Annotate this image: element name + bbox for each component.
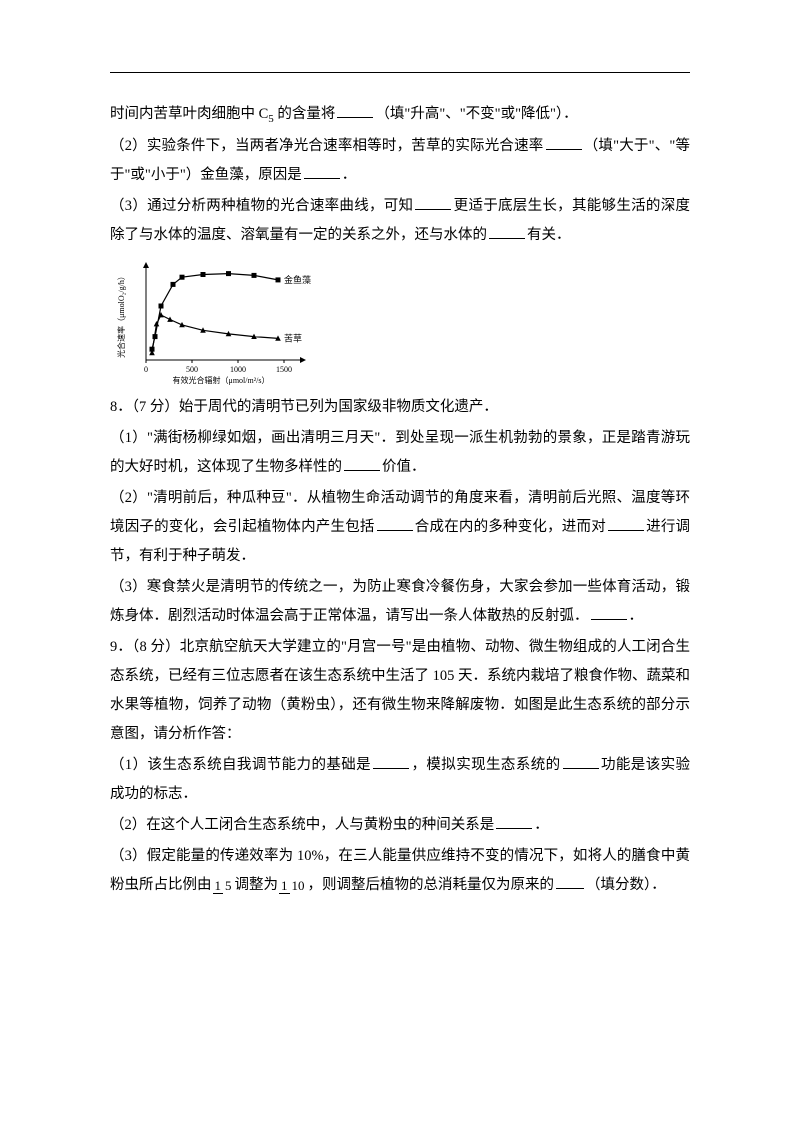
chart-svg: 0 500 1000 1500 有效光合辐射（μmol/m²/s） 光合速率（μmolO₂… <box>110 260 324 387</box>
blank <box>496 815 532 829</box>
svg-text:500: 500 <box>186 365 198 374</box>
q7-sub2-line: （2）实验条件下，当两者净光合速率相等时，苦草的实际光合速率（填"大于"、"等于… <box>110 132 690 190</box>
document-content: 时间内苦草叶肉细胞中 C 5 的含量将 （填"升高"、"不变"或"降低"）． （2）… <box>110 70 690 900</box>
blank <box>608 517 644 531</box>
text: ． <box>629 608 644 624</box>
q7-sub1-line: 时间内苦草叶肉细胞中 C5 的含量将（填"升高"、"不变"或"降低"）． <box>110 100 690 130</box>
blank <box>546 136 582 150</box>
svg-text:有效光合辐射（μmol/m²/s）: 有效光合辐射（μmol/m²/s） <box>173 375 270 385</box>
svg-text:0: 0 <box>144 365 148 374</box>
text: 时间内苦草叶肉细胞中 C <box>110 106 268 122</box>
blank <box>377 517 413 531</box>
text: 8．（7 分）始于周代的清明节已列为国家级非物质文化遗产． <box>110 399 498 415</box>
text: 调整为 <box>235 877 279 893</box>
blank <box>304 165 340 179</box>
svg-text:光合速率（μmolO₂/g/h）: 光合速率（μmolO₂/g/h） <box>116 272 126 358</box>
q9-sub2: （2）在这个人工闭合生态系统中，人与黄粉虫的种间关系是 ． <box>110 811 690 840</box>
q8-sub2: （2）"清明前后，种瓜种豆"．从植物生命活动调节的角度来看，清明前后光照、温度等… <box>110 484 690 571</box>
fraction-num: 1 <box>279 878 290 894</box>
text: 的含量将 <box>274 106 336 122</box>
svg-text:1500: 1500 <box>276 365 292 374</box>
fraction-1: 15 <box>213 879 234 892</box>
blank <box>563 755 599 769</box>
q9-sub3: （3）假定能量的传递效率为 10%，在三人能量供应维持不变的情况下，如将人的膳食… <box>110 842 690 900</box>
text: （填分数）． <box>586 877 666 893</box>
text: 有关． <box>527 227 571 243</box>
svg-text:苦草: 苦草 <box>284 332 302 343</box>
blank <box>489 225 525 239</box>
fraction-num: 1 <box>213 878 224 894</box>
page-top-rule <box>110 72 690 73</box>
blank <box>337 104 373 118</box>
fraction-den: 5 <box>223 878 234 893</box>
text: 价值． <box>382 459 426 475</box>
text: ． <box>534 817 549 833</box>
text: 合成在内的多种变化，进而对 <box>415 519 606 535</box>
fraction-2: 110 <box>279 879 307 892</box>
q8-sub3: （3）寒食禁火是清明节的传统之一，为防止寒食冷餐伤身，大家会参加一些体育活动，锻… <box>110 573 690 631</box>
text: （2）实验条件下，当两者净光合速率相等时，苦草的实际光合速率 <box>110 138 544 154</box>
text: （2）在这个人工闭合生态系统中，人与黄粉虫的种间关系是 <box>110 817 494 833</box>
blank <box>556 875 584 889</box>
q8-head: 8．（7 分）始于周代的清明节已列为国家级非物质文化遗产． <box>110 393 690 422</box>
text: （填"升高"、"不变"或"降低"）． <box>375 106 577 122</box>
svg-text:金鱼藻: 金鱼藻 <box>284 274 311 285</box>
q8-sub1: （1）"满街杨柳绿如烟，画出清明三月天"．到处呈现一派生机勃勃的景象，正是踏青游… <box>110 424 690 482</box>
svg-text:1000: 1000 <box>230 365 246 374</box>
blank <box>344 457 380 471</box>
text: 9．（8 分）北京航空航天大学建立的"月宫一号"是由植物、动物、微生物组成的人工… <box>110 639 690 742</box>
text: ． <box>342 167 357 183</box>
text: （3）通过分析两种植物的光合速率曲线，可知 <box>110 198 413 214</box>
fraction-den: 10 <box>290 878 307 893</box>
text: （1）该生态系统自我调节能力的基础是 <box>110 757 371 773</box>
q9-sub1: （1）该生态系统自我调节能力的基础是，模拟实现生态系统的功能是该实验成功的标志． <box>110 751 690 809</box>
q9-head: 9．（8 分）北京航空航天大学建立的"月宫一号"是由植物、动物、微生物组成的人工… <box>110 633 690 749</box>
blank <box>373 755 409 769</box>
photosynthesis-chart: 0 500 1000 1500 有效光合辐射（μmol/m²/s） 光合速率（μmolO₂… <box>110 260 690 387</box>
blank <box>415 196 451 210</box>
q7-sub3-line: （3）通过分析两种植物的光合速率曲线，可知更适于底层生长，其能够生活的深度除了与… <box>110 192 690 250</box>
text: ，则调整后植物的总消耗量仅为原来的 <box>308 877 555 893</box>
text: ，模拟实现生态系统的 <box>411 757 560 773</box>
blank <box>591 606 627 620</box>
